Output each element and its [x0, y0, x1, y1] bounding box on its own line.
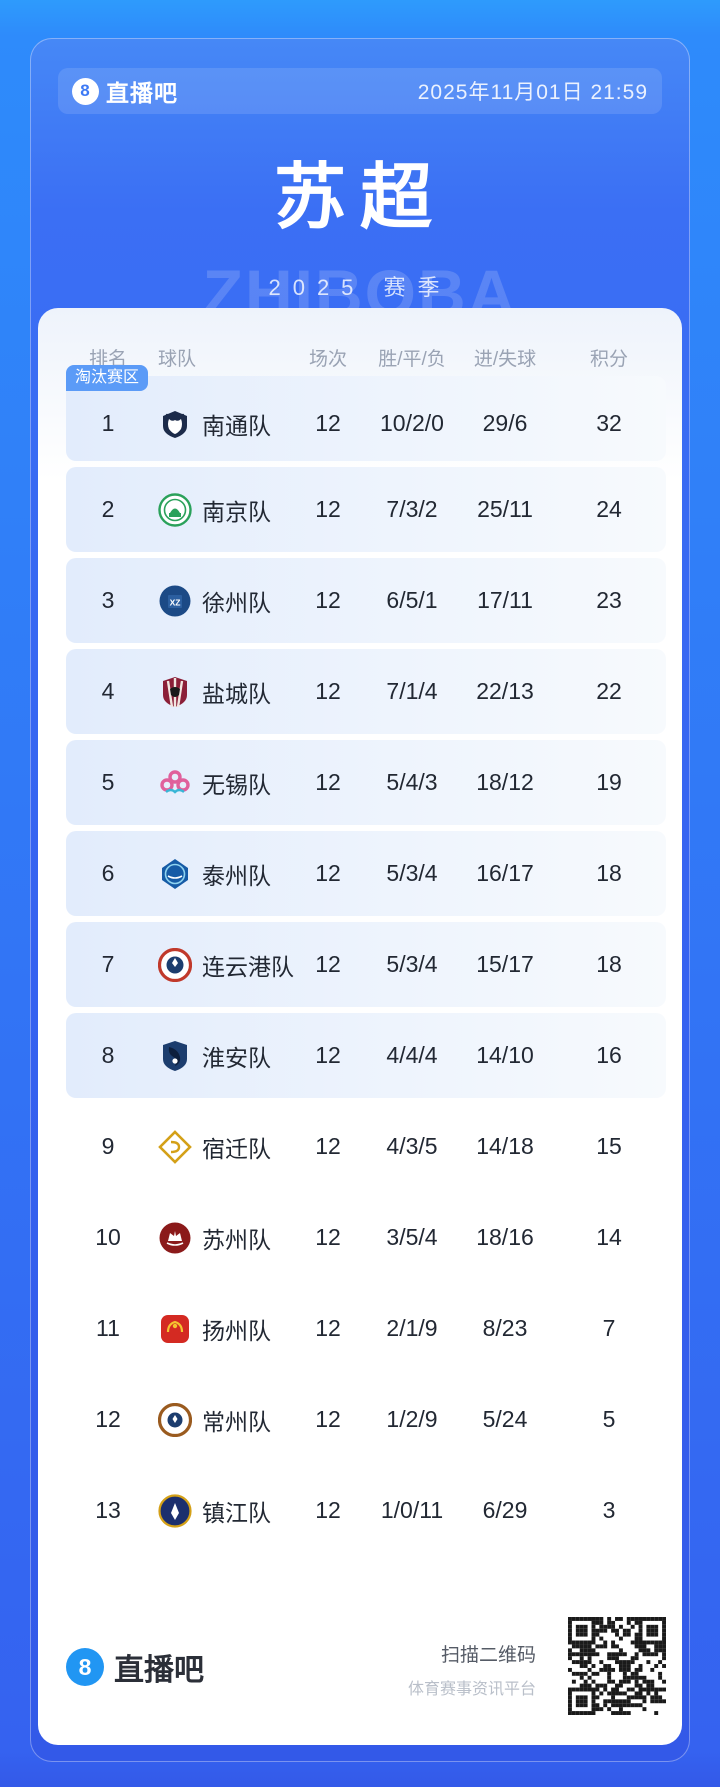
svg-text:XZ: XZ [170, 597, 181, 607]
